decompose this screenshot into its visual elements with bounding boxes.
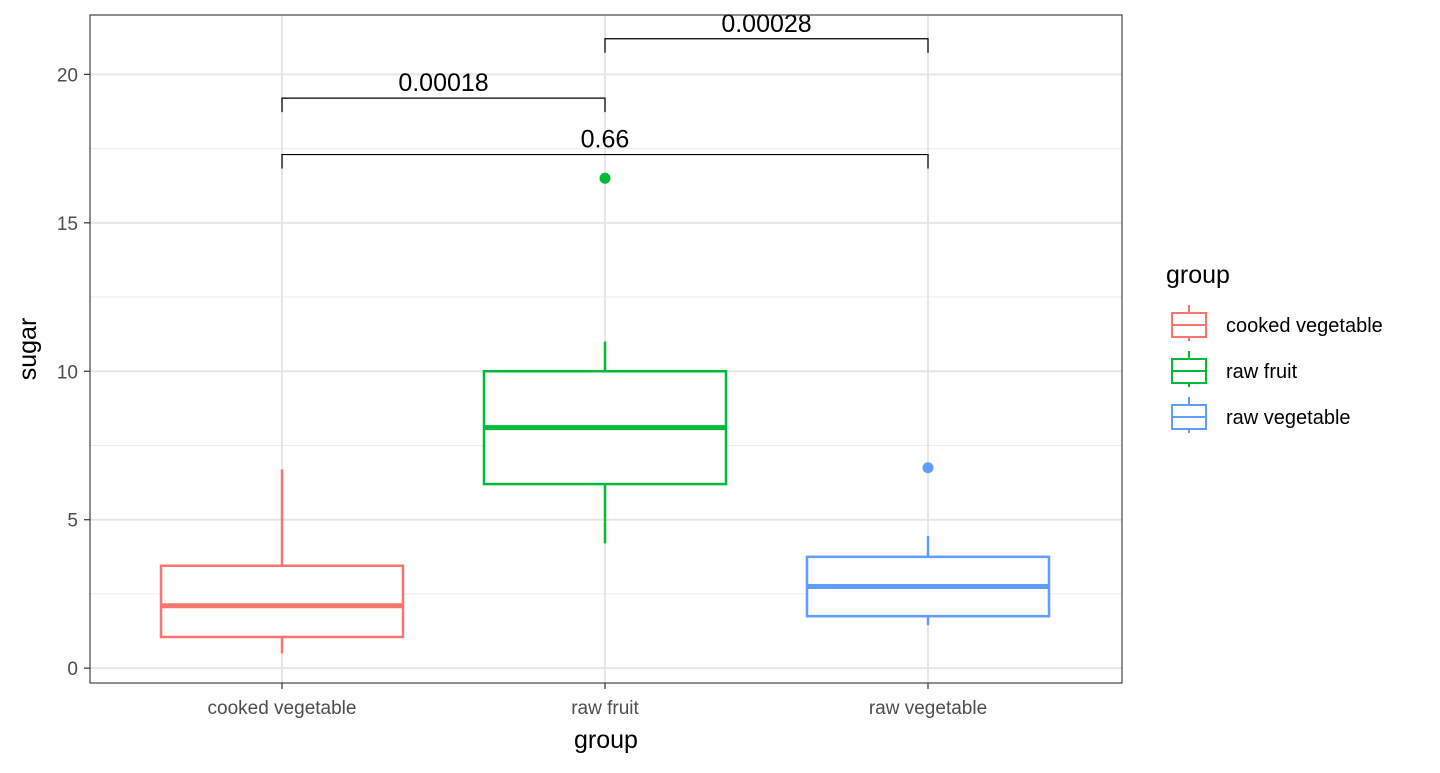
legend-item-cooked-vegetable: cooked vegetable <box>1171 305 1383 341</box>
y-tick-label: 10 <box>57 362 78 383</box>
x-tick-label: raw vegetable <box>869 698 987 719</box>
y-tick-label: 5 <box>67 511 78 532</box>
legend-label: raw fruit <box>1226 361 1298 383</box>
significance-brackets: 0.00018 0.00028 0.66 <box>281 10 929 169</box>
box-series <box>159 172 1051 654</box>
x-tick-label: cooked vegetable <box>208 698 357 719</box>
box-cooked-vegetable <box>159 469 405 654</box>
y-tick-label: 15 <box>57 214 78 235</box>
outlier-point <box>922 462 934 474</box>
bracket-cooked-vegetable-vs-raw-fruit: 0.00018 <box>281 69 606 113</box>
y-tick-label: 20 <box>57 65 78 86</box>
y-tick-label: 0 <box>67 659 78 680</box>
bracket-cooked-vegetable-vs-raw-vegetable: 0.66 <box>281 126 929 169</box>
axes: 0 5 10 15 20 cooked vegetable raw fruit raw veg… <box>57 65 987 719</box>
legend-item-raw-vegetable: raw vegetable <box>1171 397 1351 433</box>
bracket-line <box>604 38 929 53</box>
bracket-line <box>281 97 606 113</box>
box-raw-fruit <box>482 172 728 544</box>
p-value-label: 0.00028 <box>721 10 811 38</box>
bracket-line <box>281 153 929 169</box>
legend-label: cooked vegetable <box>1226 315 1383 337</box>
outlier-point <box>599 172 611 184</box>
panel-border <box>89 14 1123 684</box>
p-value-label: 0.66 <box>581 126 630 154</box>
box-raw-vegetable <box>805 462 1051 626</box>
bracket-raw-fruit-vs-raw-vegetable: 0.00028 <box>604 10 929 53</box>
x-tick-label: raw fruit <box>571 698 639 719</box>
x-axis-title: group <box>574 726 638 754</box>
legend-item-raw-fruit: raw fruit <box>1171 351 1298 387</box>
legend-label: raw vegetable <box>1226 407 1351 429</box>
legend-title: group <box>1166 261 1230 289</box>
legend: group cooked vegetable raw fruit raw veget… <box>1166 261 1383 433</box>
p-value-label: 0.00018 <box>398 69 488 97</box>
y-axis-title: sugar <box>14 318 42 381</box>
box-iqr <box>159 564 405 639</box>
